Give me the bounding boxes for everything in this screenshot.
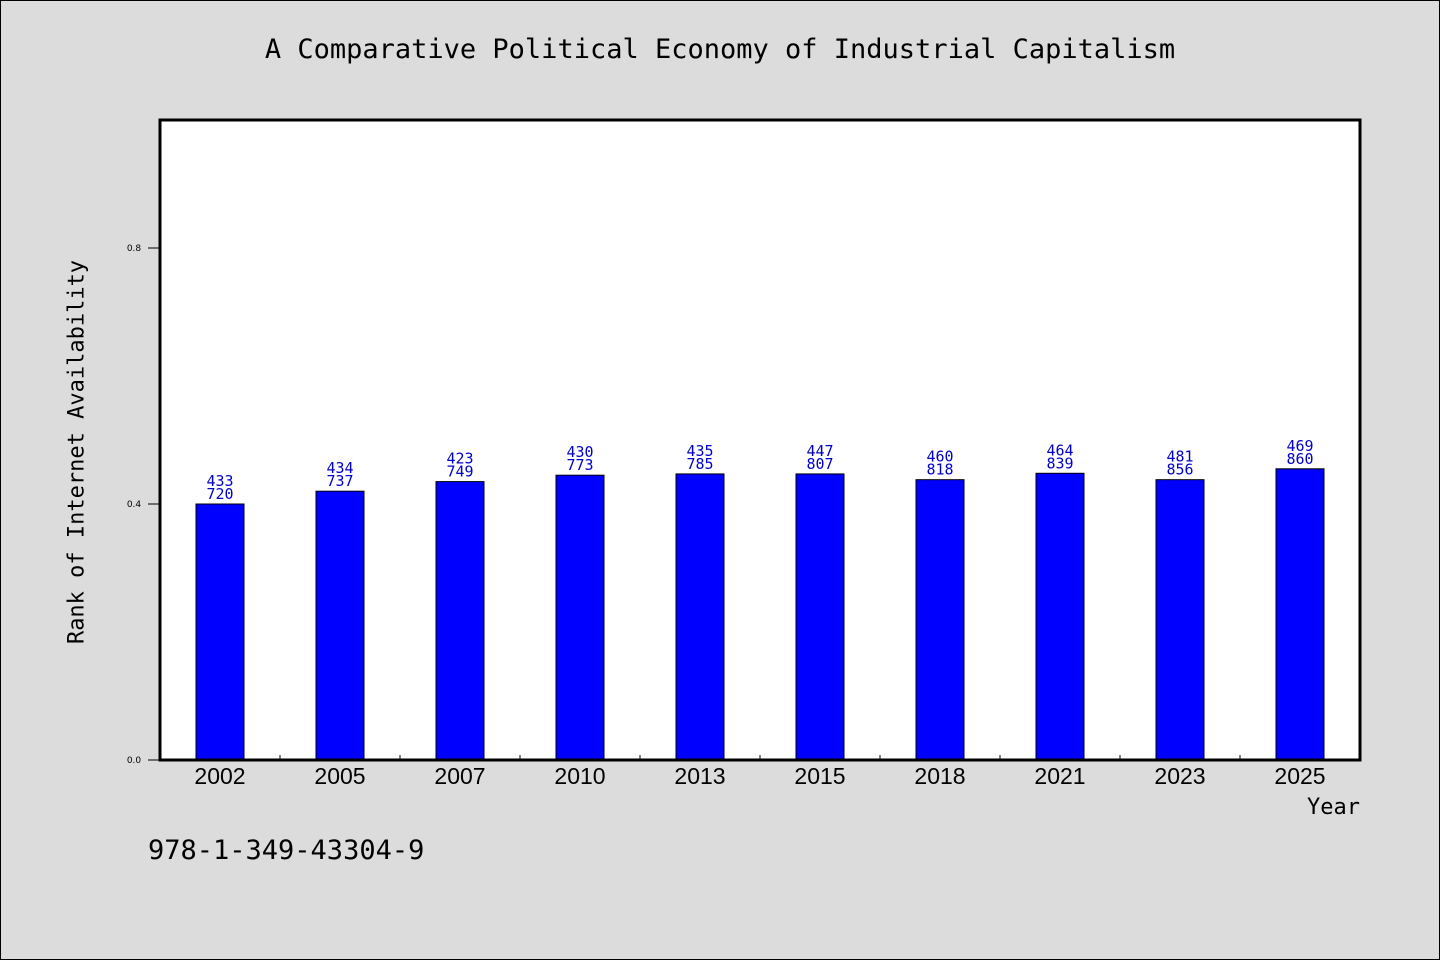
data-label-top-2007: 423 <box>446 450 473 468</box>
bar-2021 <box>1035 472 1085 761</box>
data-label-bottom-2023: 856 <box>1166 461 1193 479</box>
bar-2013 <box>675 473 725 761</box>
x-tick-label-2007: 2007 <box>434 763 485 789</box>
x-tick-label-2023: 2023 <box>1154 763 1205 789</box>
x-tick-label-2015: 2015 <box>794 763 845 789</box>
plot-border <box>158 118 1362 762</box>
bar-2002 <box>195 503 245 761</box>
data-label-top-2015: 447 <box>806 442 833 460</box>
bar-2023 <box>1155 479 1205 761</box>
data-label-top-2025: 469 <box>1286 437 1313 455</box>
x-tick-label-2021: 2021 <box>1034 763 1085 789</box>
data-label-top-2013: 435 <box>686 442 713 460</box>
data-label-top-2021: 464 <box>1046 441 1073 459</box>
x-tick-label-2025: 2025 <box>1274 763 1325 789</box>
bar-2010 <box>555 474 605 761</box>
data-label-bottom-2007: 749 <box>446 463 473 481</box>
chart-title: A Comparative Political Economy of Indus… <box>264 34 1176 65</box>
data-label-bottom-2015: 807 <box>806 455 833 473</box>
data-label-bottom-2010: 773 <box>566 456 593 474</box>
data-label-top-2018: 460 <box>926 448 953 466</box>
bar-2025 <box>1275 468 1325 761</box>
data-label-bottom-2002: 720 <box>206 485 233 503</box>
x-tick-label-2005: 2005 <box>314 763 365 789</box>
data-label-top-2010: 430 <box>566 443 593 461</box>
x-tick-label-2013: 2013 <box>674 763 725 789</box>
y-tick-label: 0.8 <box>127 244 142 254</box>
data-label-top-2005: 434 <box>326 459 353 477</box>
data-label-bottom-2005: 737 <box>326 472 353 490</box>
y-tick-label: 0.4 <box>127 500 142 510</box>
bar-2007 <box>435 481 485 761</box>
x-axis-label: Year <box>1307 795 1360 820</box>
y-tick-label: 0.0 <box>127 756 142 766</box>
data-label-bottom-2025: 860 <box>1286 450 1313 468</box>
bar-2015 <box>795 473 845 761</box>
data-label-bottom-2021: 839 <box>1046 454 1073 472</box>
bar-2018 <box>915 479 965 761</box>
x-tick-label-2002: 2002 <box>194 763 245 789</box>
bar-2005 <box>315 490 365 761</box>
data-label-top-2023: 481 <box>1166 448 1193 466</box>
x-tick-label-2018: 2018 <box>914 763 965 789</box>
data-label-bottom-2018: 818 <box>926 461 953 479</box>
isbn-footnote: 978-1-349-43304-9 <box>148 835 425 866</box>
data-label-top-2002: 433 <box>206 472 233 490</box>
data-label-bottom-2013: 785 <box>686 455 713 473</box>
x-tick-label-2010: 2010 <box>554 763 605 789</box>
